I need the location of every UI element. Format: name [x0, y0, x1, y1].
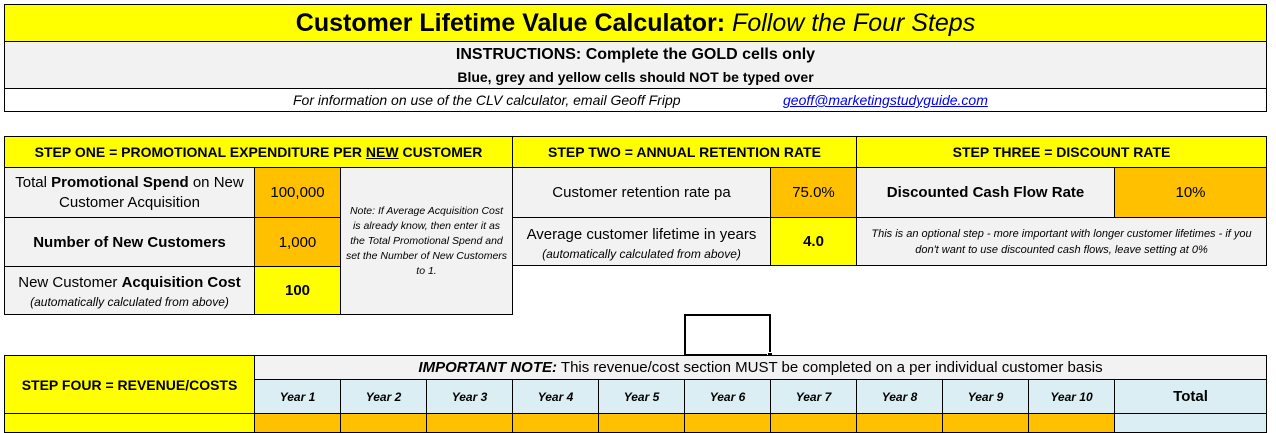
important-note-text: This revenue/cost section MUST be comple…	[557, 359, 1103, 376]
step-four-row-label	[4, 413, 255, 433]
step-three-note: This is an optional step - more importan…	[856, 217, 1267, 266]
acquisition-cost-label: New Customer Acquisition Cost (automatic…	[4, 266, 255, 315]
instructions-line-2: Blue, grey and yellow cells should NOT b…	[457, 69, 814, 85]
revenue-input-cell[interactable]	[512, 413, 599, 433]
acquisition-cost-label-bold: Acquisition Cost	[121, 273, 241, 291]
revenue-input-cell[interactable]	[770, 413, 857, 433]
dcf-input[interactable]: 10%	[1114, 167, 1267, 218]
title-italic: Follow the Four Steps	[732, 8, 976, 37]
revenue-input-cell[interactable]	[254, 413, 341, 433]
active-cell-selection[interactable]	[684, 314, 771, 356]
important-note: IMPORTANT NOTE: This revenue/cost sectio…	[254, 355, 1267, 380]
year-header: Year 4	[512, 379, 599, 414]
lifetime-label: Average customer lifetime in years (auto…	[512, 217, 771, 266]
step-one-note: Note: If Average Acquisition Cost is alr…	[340, 167, 513, 315]
year-header: Year 8	[856, 379, 943, 414]
instructions-line-1: INSTRUCTIONS: Complete the GOLD cells on…	[455, 46, 816, 63]
step-one-heading-underlined: NEW	[365, 144, 399, 160]
lifetime-value: 4.0	[770, 217, 857, 266]
new-customers-label: Number of New Customers	[4, 217, 255, 267]
instructions-panel: INSTRUCTIONS: Complete the GOLD cells on…	[4, 41, 1267, 89]
step-one-heading: STEP ONE = PROMOTIONAL EXPENDITURE PER N…	[4, 136, 513, 168]
revenue-total-cell	[1114, 413, 1267, 433]
new-customers-input[interactable]: 1,000	[254, 217, 341, 267]
year-header: Year 6	[684, 379, 771, 414]
step-four-heading: STEP FOUR = REVENUE/COSTS	[4, 355, 255, 414]
year-header: Year 1	[254, 379, 341, 414]
acquisition-cost-value: 100	[254, 266, 341, 315]
year-header: Year 5	[598, 379, 685, 414]
info-text: For information on use of the CLV calcul…	[293, 92, 681, 108]
step-three-heading: STEP THREE = DISCOUNT RATE	[856, 136, 1267, 168]
promo-spend-label-post: on New Customer Acquisition	[59, 173, 244, 211]
step-one-heading-suffix: CUSTOMER	[398, 144, 483, 160]
revenue-input-cell[interactable]	[856, 413, 943, 433]
acquisition-cost-label-pre: New Customer	[18, 273, 122, 291]
revenue-input-cell[interactable]	[340, 413, 427, 433]
year-header: Year 7	[770, 379, 857, 414]
revenue-input-cell[interactable]	[1028, 413, 1115, 433]
promo-spend-label-text: Total Promotional Spend on New Customer …	[11, 173, 248, 213]
year-header: Year 9	[942, 379, 1029, 414]
promo-spend-input[interactable]: 100,000	[254, 167, 341, 218]
lifetime-note: (automatically calculated from above)	[542, 247, 741, 261]
revenue-input-cell[interactable]	[942, 413, 1029, 433]
revenue-input-cell[interactable]	[426, 413, 513, 433]
step-one-heading-prefix: STEP ONE = PROMOTIONAL EXPENDITURE PER	[34, 144, 366, 160]
year-header: Year 10	[1028, 379, 1115, 414]
total-header: Total	[1114, 379, 1267, 414]
acquisition-cost-note: (automatically calculated from above)	[30, 295, 229, 309]
step-two-heading: STEP TWO = ANNUAL RETENTION RATE	[512, 136, 857, 168]
acquisition-cost-label-line: New Customer Acquisition Cost	[5, 271, 254, 293]
promo-spend-label: Total Promotional Spend on New Customer …	[4, 167, 255, 218]
year-header: Year 3	[426, 379, 513, 414]
retention-input[interactable]: 75.0%	[770, 167, 857, 218]
title-banner: Customer Lifetime Value Calculator: Foll…	[4, 4, 1267, 42]
revenue-input-cell[interactable]	[684, 413, 771, 433]
retention-label: Customer retention rate pa	[512, 167, 771, 218]
dcf-label: Discounted Cash Flow Rate	[856, 167, 1115, 218]
info-row: For information on use of the CLV calcul…	[4, 88, 1267, 112]
revenue-input-cell[interactable]	[598, 413, 685, 433]
important-note-bold: IMPORTANT NOTE:	[418, 359, 558, 376]
title-bold: Customer Lifetime Value Calculator:	[295, 8, 726, 37]
lifetime-label-text: Average customer lifetime in years	[526, 225, 757, 243]
promo-spend-label-bold: Promotional Spend	[51, 173, 189, 191]
year-header: Year 2	[340, 379, 427, 414]
email-link[interactable]: geoff@marketingstudyguide.com	[783, 92, 988, 108]
promo-spend-label-pre: Total	[15, 173, 52, 191]
